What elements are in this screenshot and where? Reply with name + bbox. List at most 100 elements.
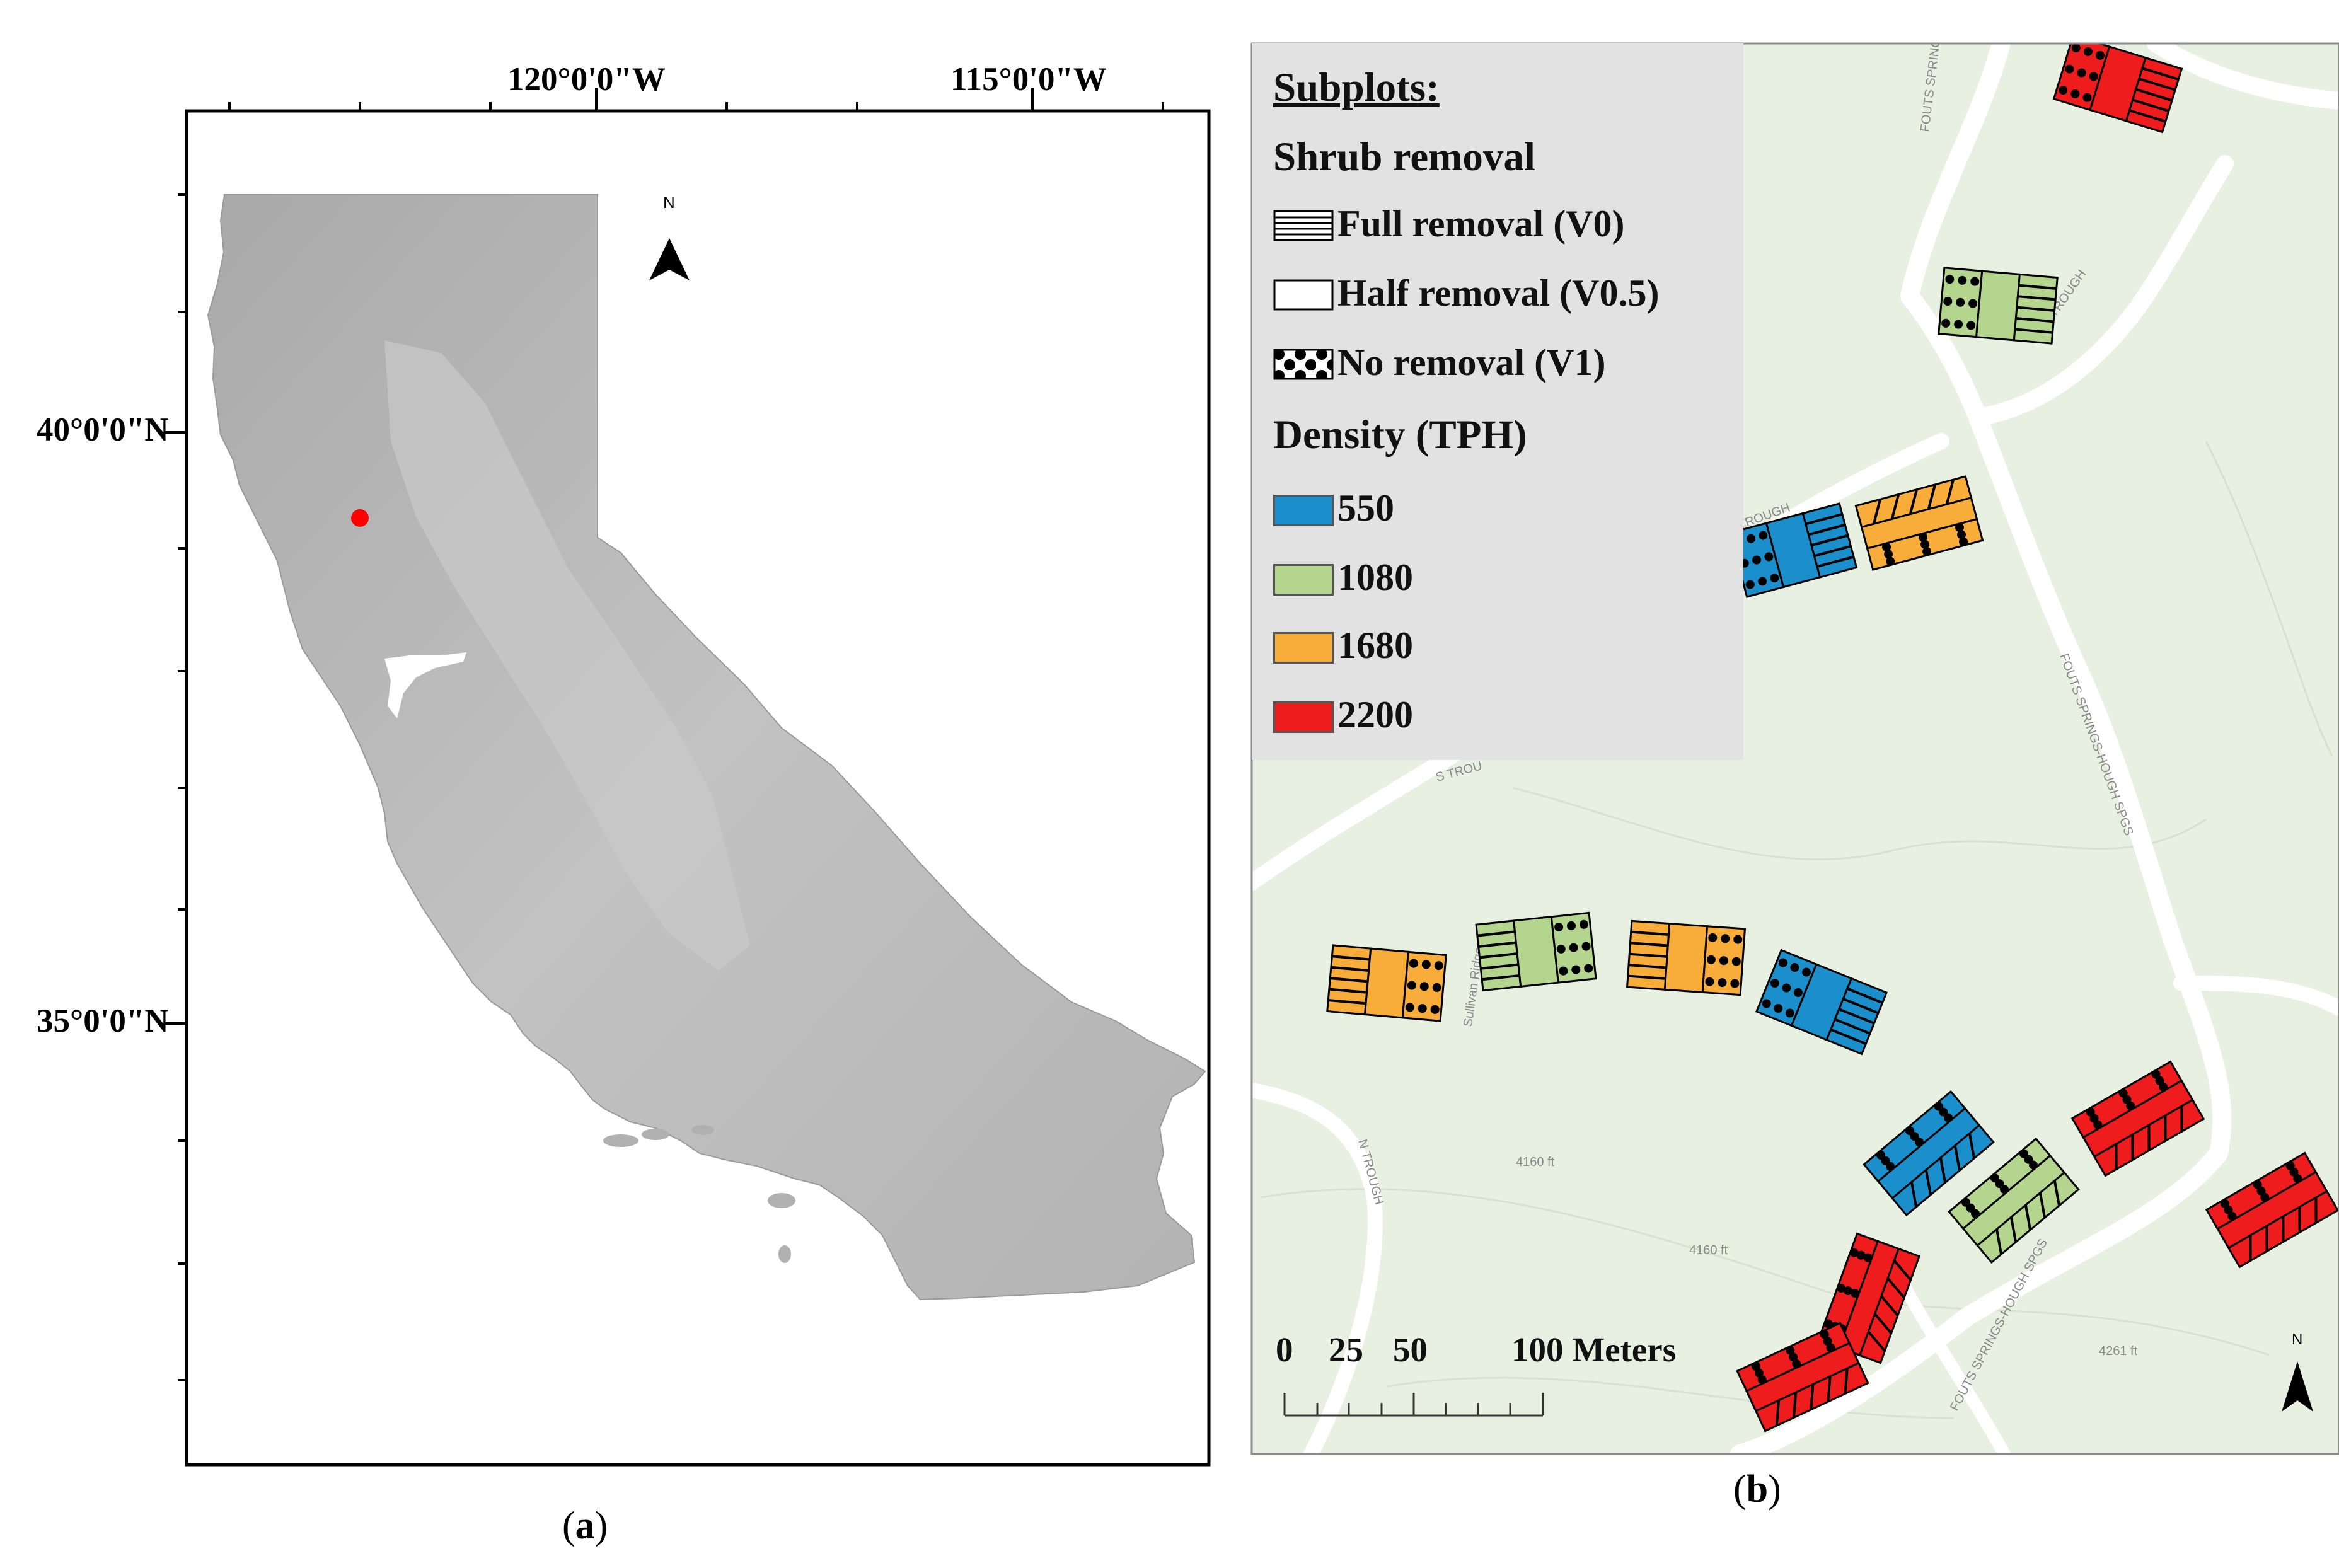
dot-mark — [1730, 979, 1740, 988]
legend-title: Subplots: — [1273, 65, 1440, 110]
dot-mark — [2289, 1167, 2299, 1177]
panel-b-caption: (b) — [1733, 1468, 1781, 1511]
dot-mark — [1955, 523, 1964, 533]
hatch-line — [1629, 952, 1668, 958]
channel-islands — [603, 1125, 795, 1263]
dot-mark — [1419, 982, 1429, 991]
hatch-line — [1830, 1028, 1867, 1046]
dot-mark — [1820, 1330, 1829, 1339]
study-site-marker — [351, 509, 369, 527]
dot-mark — [1746, 534, 1755, 543]
hatch-line — [2115, 1144, 2118, 1170]
dot-mark — [1434, 961, 1443, 971]
hatch-line — [1331, 966, 1369, 972]
hatch-line — [2314, 1197, 2318, 1223]
hatch-line — [2128, 109, 2166, 123]
hatch-line — [1627, 974, 1666, 980]
dot-mark — [1778, 958, 1787, 967]
latitude-label-35n: 35°0'0"N — [37, 1003, 169, 1039]
dot-mark — [1785, 1008, 1794, 1018]
hatch-line — [1874, 1313, 1893, 1334]
dot-mark — [2155, 1076, 2164, 1085]
hatch-line — [1628, 964, 1666, 969]
contour-label: 4160 ft — [1516, 1155, 1555, 1169]
hatch-line — [1924, 1169, 1932, 1196]
dot-mark — [1764, 552, 1774, 562]
longitude-label-115w: 115°0'0"W — [950, 61, 1107, 98]
subplot-cell — [1975, 270, 2021, 342]
dot-mark — [1567, 921, 1576, 930]
hatch-line — [1872, 499, 1882, 524]
hatch-line — [2282, 1216, 2285, 1242]
dot-mark — [1745, 580, 1755, 589]
hatch-line — [1328, 999, 1366, 1005]
hatch-line — [1890, 493, 1900, 519]
legend-swatch-1080 — [1273, 564, 1334, 596]
subplot-cell — [1363, 947, 1410, 1019]
hatch-line — [2009, 1216, 2018, 1243]
hatch-line — [1330, 977, 1368, 983]
hatch-line — [2180, 1106, 2183, 1132]
legend-swatch-2200 — [1273, 701, 1334, 733]
dot-mark — [1754, 1368, 1764, 1378]
subplot-block — [1863, 1090, 1995, 1217]
central-valley — [384, 340, 750, 971]
dot-mark — [1884, 550, 1893, 559]
hatch-line — [1968, 1133, 1976, 1159]
hatch-line — [1939, 1157, 1947, 1184]
dot-mark — [2086, 1107, 2095, 1117]
map-legend: Subplots: Shrub removal Full removal (V0… — [1252, 43, 1743, 760]
dot-mark — [2070, 89, 2080, 98]
subplot-block — [1626, 919, 1747, 996]
hatch-line — [1995, 1229, 2003, 1255]
dot-mark — [2285, 1161, 2295, 1170]
dot-mark — [1430, 1005, 1440, 1014]
dot-mark — [1789, 1352, 1798, 1362]
hatch-line — [1792, 1392, 1798, 1418]
scale-bar — [1283, 1393, 1544, 1417]
subplot-block — [1948, 1137, 2080, 1264]
sf-bay — [384, 652, 466, 718]
dot-mark — [1774, 1003, 1783, 1013]
legend-swatch-full-removal — [1273, 210, 1334, 241]
subplot-layer — [1326, 43, 2339, 1433]
legend-swatch-550 — [1273, 495, 1334, 526]
scale-bar-label-50: 50 — [1393, 1330, 1428, 1369]
hatch-line — [2164, 1115, 2167, 1141]
dot-mark — [2256, 1186, 2266, 1196]
dot-mark — [1920, 539, 1930, 549]
north-label-b: N — [2292, 1331, 2303, 1348]
hatch-line — [1886, 1277, 1905, 1299]
dot-mark — [2122, 1095, 2132, 1104]
scale-bar-label-25: 25 — [1329, 1330, 1363, 1369]
dot-mark — [1418, 1004, 1427, 1013]
legend-density-heading: Density (TPH) — [1273, 412, 1527, 458]
hatch-line — [2135, 88, 2173, 102]
hatch-line — [2132, 98, 2169, 112]
hatch-line — [1630, 942, 1668, 947]
legend-swatch-half-removal — [1273, 279, 1334, 311]
legend-swatch-no-removal — [1273, 349, 1334, 380]
dot-mark — [1407, 981, 1416, 990]
dot-mark — [1708, 933, 1718, 942]
dot-mark — [1802, 967, 1811, 977]
contour-label: 4160 ft — [1689, 1243, 1728, 1257]
hatch-line — [1842, 998, 1879, 1015]
hatch-line — [2265, 1226, 2268, 1252]
hatch-line — [1631, 930, 1669, 936]
hatch-line — [1844, 1368, 1849, 1394]
dot-mark — [2077, 68, 2086, 78]
legend-swatch-1680 — [1273, 632, 1334, 664]
dot-mark — [1786, 1346, 1795, 1355]
hatch-line — [2142, 67, 2179, 81]
dot-mark — [1584, 964, 1593, 973]
dot-mark — [2065, 64, 2074, 74]
hatch-line — [2024, 1204, 2032, 1231]
hatch-line — [1893, 1259, 1912, 1281]
legend-half-removal-label: Half removal (V0.5) — [1337, 272, 1660, 314]
hatch-line — [1816, 555, 1854, 568]
hatch-line — [1775, 1400, 1781, 1426]
dot-mark — [1882, 543, 1891, 552]
